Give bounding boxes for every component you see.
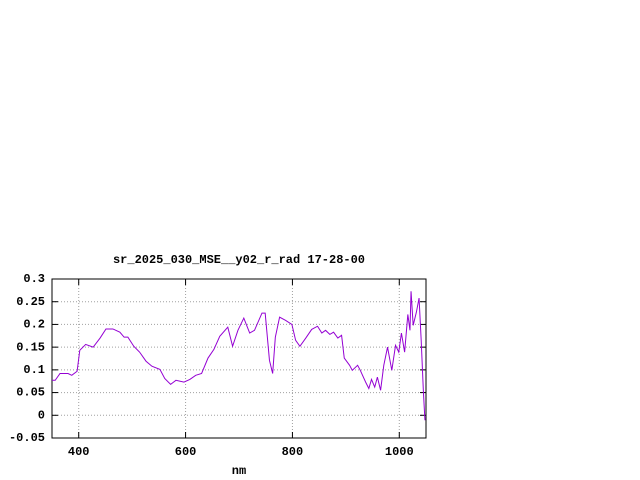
x-axis-label: nm	[232, 464, 246, 478]
y-tick-label: 0.15	[16, 340, 45, 354]
x-tick-label: 400	[68, 445, 90, 459]
x-tick-label: 1000	[385, 445, 414, 459]
y-tick-label: 0.25	[16, 295, 45, 309]
y-tick-label: 0.1	[23, 363, 45, 377]
y-tick-label: 0.2	[23, 318, 45, 332]
x-tick-label: 600	[175, 445, 197, 459]
plot-border	[51, 278, 427, 439]
y-tick-label: 0.3	[23, 272, 45, 286]
chart-title: sr_2025_030_MSE__y02_r_rad 17-28-00	[113, 253, 365, 267]
y-tick-label: -0.05	[9, 431, 45, 445]
x-tick-label: 800	[282, 445, 304, 459]
y-tick-label: 0.05	[16, 386, 45, 400]
data-line	[52, 291, 426, 421]
y-tick-label: 0	[38, 408, 45, 422]
